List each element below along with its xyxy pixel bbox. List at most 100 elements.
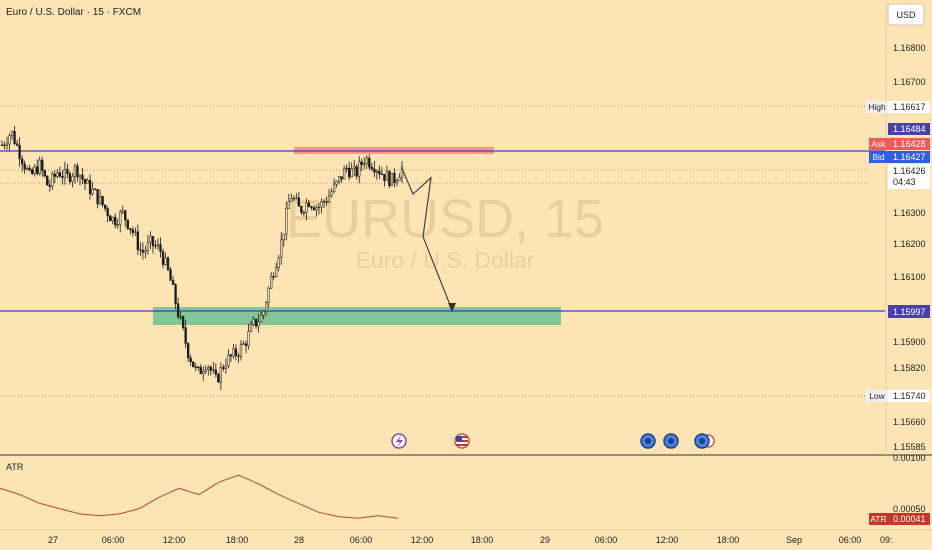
candle-body bbox=[41, 159, 44, 171]
svg-text:High: High bbox=[868, 102, 886, 112]
candle-body bbox=[36, 166, 39, 174]
candle-body bbox=[227, 354, 230, 367]
candle-body bbox=[146, 241, 150, 251]
candle-body bbox=[114, 216, 117, 226]
atr-label: ATR bbox=[6, 462, 24, 472]
candle-body bbox=[101, 196, 104, 206]
svg-text:1.16428: 1.16428 bbox=[893, 139, 926, 149]
candle-body bbox=[375, 170, 378, 173]
bid-tag: Bid 1.16427 bbox=[869, 151, 930, 163]
time-tick-label: 12:00 bbox=[411, 535, 434, 545]
candle-body bbox=[28, 168, 31, 171]
candle-body bbox=[368, 157, 371, 168]
candle-body bbox=[363, 163, 366, 165]
event-us-flag-icon[interactable] bbox=[663, 433, 679, 449]
candle-body bbox=[327, 195, 331, 203]
price-tick: 1.15820 bbox=[893, 363, 926, 373]
candle-body bbox=[76, 165, 79, 178]
candle-body bbox=[176, 303, 180, 317]
event-us-flag-icon[interactable] bbox=[694, 433, 715, 449]
candle-body bbox=[63, 168, 67, 178]
candle-body bbox=[310, 206, 313, 208]
event-lightning-icon[interactable] bbox=[391, 433, 407, 449]
candle-body bbox=[282, 233, 285, 241]
candle-body bbox=[393, 172, 396, 183]
candle-body bbox=[307, 202, 311, 208]
candle-body bbox=[267, 287, 270, 303]
candle-body bbox=[171, 280, 175, 285]
candle-body bbox=[335, 181, 338, 185]
candle-body bbox=[71, 175, 74, 182]
svg-text:ATR: ATR bbox=[870, 514, 886, 524]
candle-body bbox=[224, 365, 228, 369]
candle-body bbox=[252, 318, 255, 325]
candle-body bbox=[33, 166, 36, 174]
candle-body bbox=[20, 158, 24, 165]
candle-body bbox=[3, 144, 6, 147]
time-tick-label: 18:00 bbox=[471, 535, 494, 545]
candle-body bbox=[302, 212, 306, 214]
candle-body bbox=[169, 269, 172, 281]
candle-body bbox=[106, 208, 109, 217]
candle-body bbox=[348, 167, 351, 178]
candle-body bbox=[342, 167, 346, 180]
candle-body bbox=[275, 267, 278, 277]
time-tick-label: 06:00 bbox=[102, 535, 125, 545]
candle-body bbox=[194, 366, 197, 368]
candle-body bbox=[398, 177, 401, 181]
candle-body bbox=[86, 180, 89, 184]
time-tick-label: 12:00 bbox=[656, 535, 679, 545]
candle-body bbox=[43, 170, 46, 177]
candle-body bbox=[199, 367, 202, 375]
price-tick: 1.16800 bbox=[893, 43, 926, 53]
currency-button[interactable]: USD bbox=[887, 3, 925, 26]
low-tag: Low 1.15740 bbox=[866, 390, 930, 402]
price-tick: 1.16700 bbox=[893, 77, 926, 87]
candle-body bbox=[96, 189, 99, 205]
high-tag: High 1.16617 bbox=[866, 101, 930, 113]
projection-path[interactable] bbox=[401, 168, 453, 311]
candle-body bbox=[192, 361, 195, 368]
candle-body bbox=[207, 366, 210, 370]
top-level-tag: 1.16484 bbox=[888, 123, 930, 135]
candle-body bbox=[56, 172, 59, 177]
candle-body bbox=[121, 210, 124, 213]
event-us-flag-icon[interactable] bbox=[640, 433, 656, 449]
candle-body bbox=[13, 131, 16, 144]
svg-text:1.16427: 1.16427 bbox=[893, 152, 926, 162]
countdown: 04:43 bbox=[893, 177, 916, 187]
price-tick: 1.16100 bbox=[893, 272, 926, 282]
watermark-symbol: EURUSD, 15 bbox=[286, 189, 604, 249]
support-zone[interactable] bbox=[153, 307, 561, 325]
candle-body bbox=[340, 176, 343, 180]
candle-body bbox=[144, 250, 147, 253]
time-axis[interactable]: 27 06:00 12:00 18:00 28 06:00 12:00 18:00 29 06:0… bbox=[48, 535, 893, 545]
event-us-flag-icon[interactable] bbox=[454, 433, 470, 449]
candle-body bbox=[164, 257, 167, 265]
price-tick: 1.16200 bbox=[893, 239, 926, 249]
candle-body bbox=[31, 169, 34, 174]
candle-body bbox=[370, 166, 373, 170]
last-price-tag: 1.16426 04:43 bbox=[888, 164, 930, 189]
support-level-tag: 1.15997 bbox=[888, 305, 930, 318]
candle-body bbox=[141, 250, 145, 253]
candle-body bbox=[265, 302, 268, 312]
candle-body bbox=[156, 244, 160, 246]
candle-body bbox=[119, 211, 122, 225]
candle-body bbox=[8, 135, 11, 145]
time-tick-label: 06:00 bbox=[595, 535, 618, 545]
candle-body bbox=[61, 176, 64, 178]
candle-body bbox=[290, 198, 293, 202]
candle-body bbox=[400, 166, 404, 178]
candle-body bbox=[337, 176, 341, 182]
candle-body bbox=[81, 174, 84, 180]
candle-body bbox=[184, 327, 187, 344]
candle-body bbox=[103, 204, 107, 209]
candle-body bbox=[300, 206, 303, 213]
candle-body bbox=[247, 331, 250, 346]
svg-text:Ask: Ask bbox=[871, 139, 886, 149]
candle-body bbox=[116, 224, 119, 226]
candle-body bbox=[134, 231, 137, 233]
atr-tag: ATR 0.00041 bbox=[869, 513, 930, 525]
